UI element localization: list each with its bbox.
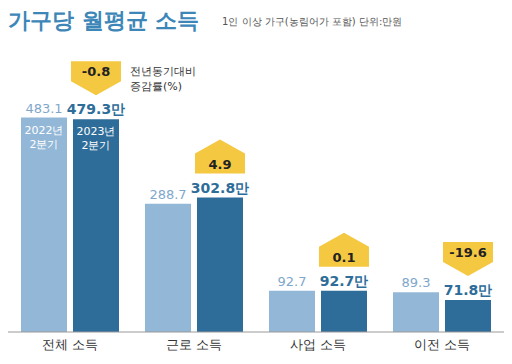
svg-text:4.9: 4.9: [208, 157, 231, 172]
svg-text:89.3: 89.3: [402, 275, 431, 290]
svg-text:92.7: 92.7: [278, 274, 307, 289]
svg-text:2023년2분기: 2023년2분기: [77, 125, 116, 152]
svg-text:-19.6: -19.6: [449, 245, 486, 260]
svg-text:92.7만: 92.7만: [320, 273, 369, 289]
svg-text:288.7: 288.7: [149, 187, 186, 202]
svg-text:근로 소득: 근로 소득: [166, 337, 222, 352]
html-text:전년동기대비: 전년동기대비: [130, 65, 196, 78]
html-text:가구당 월평균 소득: 가구당 월평균 소득: [8, 8, 200, 33]
svg-text:-0.8: -0.8: [82, 64, 110, 79]
svg-text:이전 소득: 이전 소득: [414, 337, 470, 352]
svg-text:전체 소득: 전체 소득: [42, 337, 98, 352]
svg-text:0.1: 0.1: [332, 250, 355, 265]
svg-text:71.8만: 71.8만: [444, 282, 493, 298]
svg-text:483.1: 483.1: [25, 101, 62, 116]
svg-text:479.3만: 479.3만: [67, 101, 125, 117]
html-text:1인 이상 가구(농림어가 포함) 단위:만원: 1인 이상 가구(농림어가 포함) 단위:만원: [222, 16, 403, 27]
svg-text:사업 소득: 사업 소득: [290, 337, 346, 352]
svg-text:302.8만: 302.8만: [191, 180, 249, 196]
html-text:증감률(%): 증감률(%): [130, 80, 182, 93]
svg-text:2022년2분기: 2022년2분기: [25, 124, 64, 151]
